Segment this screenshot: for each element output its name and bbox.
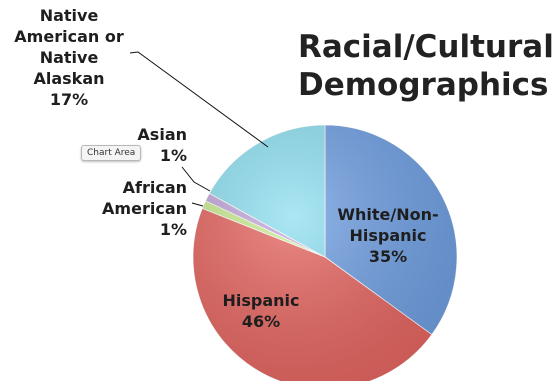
slice-label-line-hispanic: Hispanic	[222, 291, 299, 310]
slice-label-line-african_american: American	[102, 199, 187, 218]
chart-title-line-2: Demographics	[298, 67, 549, 103]
slice-label-hispanic: Hispanic 46%	[222, 291, 299, 331]
chart-title: Racial/Cultural Demographics	[298, 28, 554, 104]
slice-label-african_american: African American 1%	[102, 178, 187, 239]
slice-label-line-native: Alaskan	[33, 69, 104, 88]
leader-line-asian	[181, 166, 211, 192]
slice-label-line-native: American or	[14, 27, 124, 46]
chart-area-tooltip: Chart Area	[81, 145, 142, 161]
chart-title-line-1: Racial/Cultural	[298, 29, 554, 65]
slice-percent-asian: 1%	[160, 146, 187, 165]
leader-line-native	[129, 51, 269, 148]
leader-line-african_american	[191, 202, 204, 207]
slice-label-asian: Asian 1%	[137, 125, 187, 165]
slice-label-line-white: Hispanic	[349, 226, 426, 245]
slice-percent-native: 17%	[50, 90, 88, 109]
slice-label-line-native: Native	[40, 6, 99, 25]
slice-label-white: White/Non- Hispanic 35%	[337, 205, 438, 266]
slice-label-line-white: White/Non-	[337, 205, 438, 224]
slice-percent-hispanic: 46%	[242, 312, 280, 331]
slice-label-line-asian: Asian	[137, 125, 187, 144]
pie-slices	[192, 124, 458, 381]
slice-label-native: Native American or Native Alaskan 17%	[14, 6, 124, 109]
slice-label-line-african_american: African	[123, 178, 187, 197]
slice-percent-white: 35%	[369, 247, 407, 266]
slice-percent-african_american: 1%	[160, 220, 187, 239]
slice-label-line-native: Native	[40, 48, 99, 67]
